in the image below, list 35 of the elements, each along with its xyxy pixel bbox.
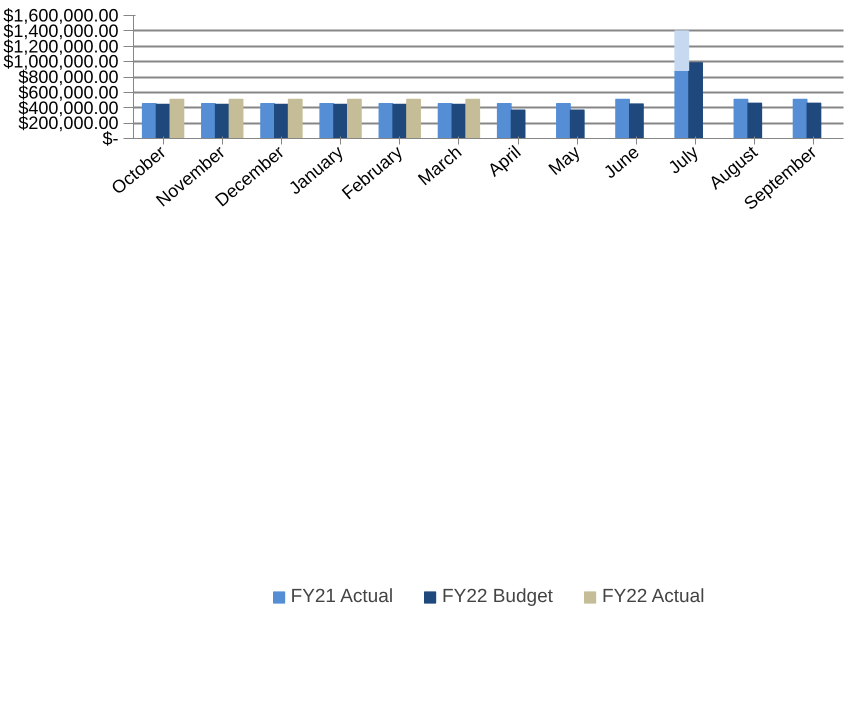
bar [438, 103, 453, 138]
legend-label: FY21 Actual [290, 586, 394, 608]
legend-label: FY22 Budget [442, 586, 553, 608]
bar [570, 110, 585, 138]
bar [629, 103, 644, 138]
bar [346, 98, 362, 138]
bar [201, 103, 216, 138]
bar [378, 103, 394, 138]
bar [615, 98, 630, 138]
bar [228, 98, 244, 138]
bar [260, 103, 276, 138]
bar [806, 102, 822, 138]
bar [333, 104, 348, 138]
bar [169, 98, 184, 138]
bar [142, 103, 157, 138]
bar [465, 98, 480, 138]
bar [510, 110, 526, 138]
bar [452, 104, 466, 138]
x-tick-label: May [544, 142, 584, 180]
bar [688, 62, 703, 138]
bar [792, 98, 808, 138]
bar [734, 98, 748, 138]
bar [496, 103, 512, 138]
bar [319, 103, 334, 138]
bar [156, 104, 170, 138]
y-tick-label: $- [102, 128, 119, 148]
bar [674, 30, 690, 71]
bar [747, 102, 762, 138]
legend-label: FY22 Actual [602, 586, 704, 608]
bar [406, 98, 421, 138]
bar [274, 104, 289, 138]
bar [556, 103, 571, 138]
x-tick-label: July [664, 142, 702, 178]
x-tick-label: June [600, 142, 643, 182]
bar [288, 98, 303, 138]
